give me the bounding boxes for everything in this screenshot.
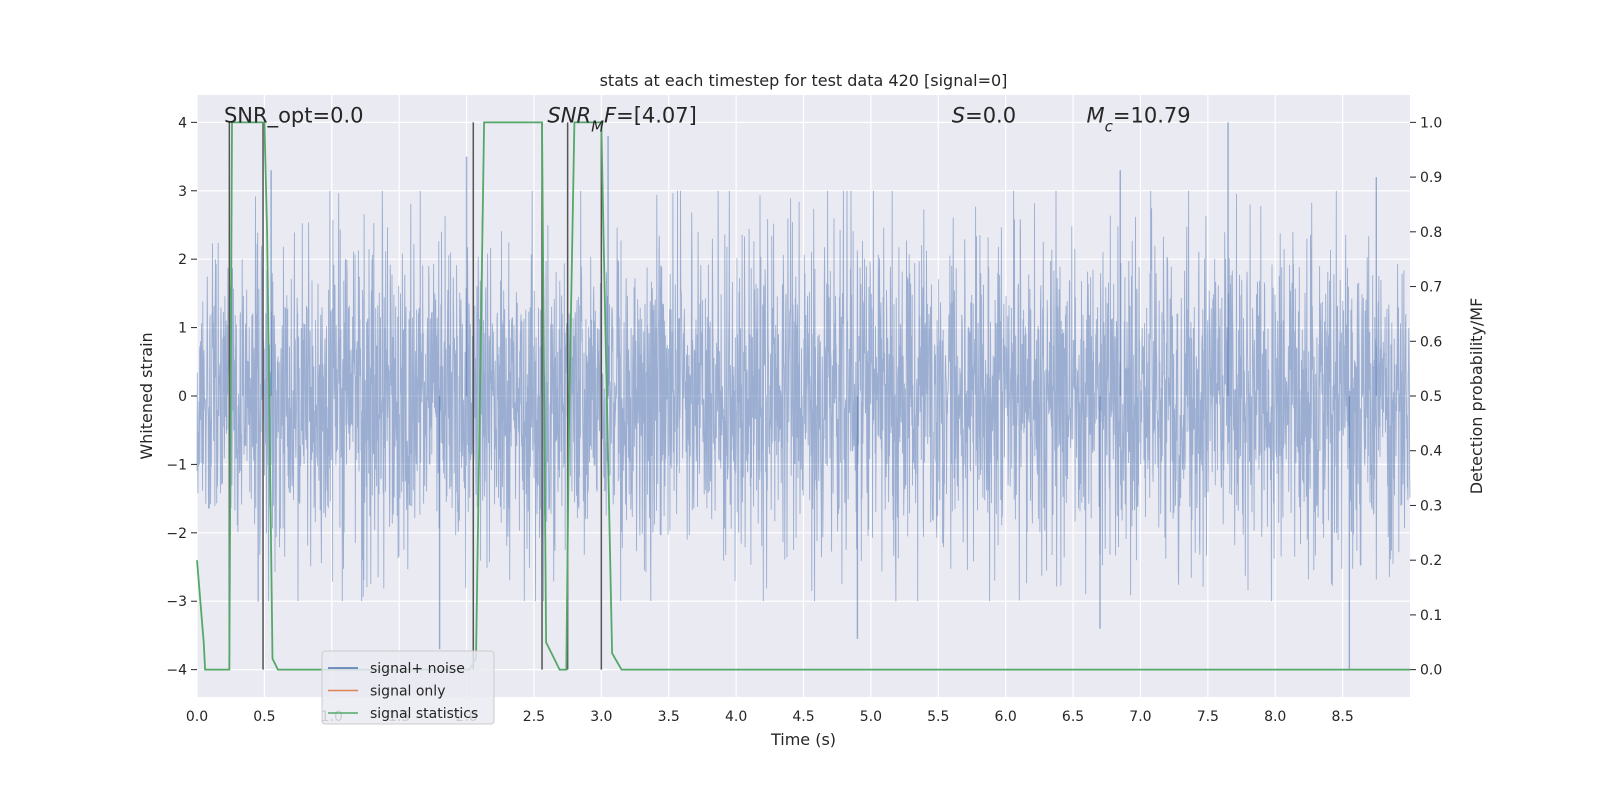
y2-tick-label: 0.6 [1420,334,1442,350]
y2-tick-label: 0.4 [1420,444,1442,460]
series-signal-statistics [196,121,1410,671]
legend: signal+ noise signal only signal statist… [321,650,495,725]
x-tick-label: 4.0 [725,709,747,725]
y-tick-label: 1 [178,321,187,337]
legend-label-signal-only: signal only [370,684,445,700]
y-tick-label: 0 [178,389,187,405]
y-tick-label: 2 [178,252,187,268]
series-signal-noise [196,190,1411,602]
x-tick-label: 6.5 [1062,709,1084,725]
y2-tick-label: 1.0 [1420,115,1442,131]
y2-tick-label: 0.7 [1420,280,1442,296]
y2-tick-label: 0.9 [1420,170,1442,186]
x-tick-label: 3.0 [590,709,612,725]
y-tick-label: −4 [166,663,187,679]
x-tick-label: 7.5 [1197,709,1219,725]
annotations: SNR_opt=0.0 SNRMF=[4.07] S=0.0 Mc=10.79 [224,104,1191,136]
x-tick-label: 7.0 [1129,709,1151,725]
stats-layer [196,121,1410,671]
x-tick-label: 6.0 [995,709,1017,725]
y2-tick-label: 0.8 [1420,225,1442,241]
y2-tick-label: 0.1 [1420,608,1442,624]
y-tick-label: 3 [178,184,187,200]
legend-label-signal-noise: signal+ noise [370,661,465,677]
y2-axis-label: Detection probability/MF [1467,298,1486,495]
annotation-s-value: S=0.0 [952,104,1016,128]
x-tick-label: 0.5 [253,709,275,725]
legend-box [321,650,495,725]
legend-label-signal-statistics: signal statistics [370,706,478,722]
annotation-mc-value: Mc=10.79 [1087,104,1191,136]
x-tick-label: 0.0 [186,709,208,725]
y-tick-label: −1 [166,457,187,473]
x-tick-label: 8.5 [1331,709,1353,725]
x-tick-label: 8.0 [1264,709,1286,725]
y2-tick-label: 0.0 [1420,663,1442,679]
x-tick-label: 5.5 [927,709,949,725]
annotation-snr-opt: SNR_opt=0.0 [224,104,364,129]
x-axis-label: Time (s) [770,730,836,749]
y2-tick-label: 0.3 [1420,498,1442,514]
y2-tick-label: 0.5 [1420,389,1442,405]
annotation-snr-mf: SNRMF=[4.07] [547,104,696,136]
y-tick-label: 4 [178,115,187,131]
chart-title: stats at each timestep for test data 420… [600,71,1008,90]
ticks: 0.00.51.01.52.02.53.03.54.04.55.05.56.06… [166,115,1442,725]
y-tick-label: −3 [166,594,187,610]
x-tick-label: 2.5 [523,709,545,725]
y-axis-label: Whitened strain [137,332,156,459]
y2-tick-label: 0.2 [1420,553,1442,569]
x-tick-label: 3.5 [658,709,680,725]
x-tick-label: 4.5 [792,709,814,725]
y-tick-label: −2 [166,526,187,542]
x-tick-label: 5.0 [860,709,882,725]
